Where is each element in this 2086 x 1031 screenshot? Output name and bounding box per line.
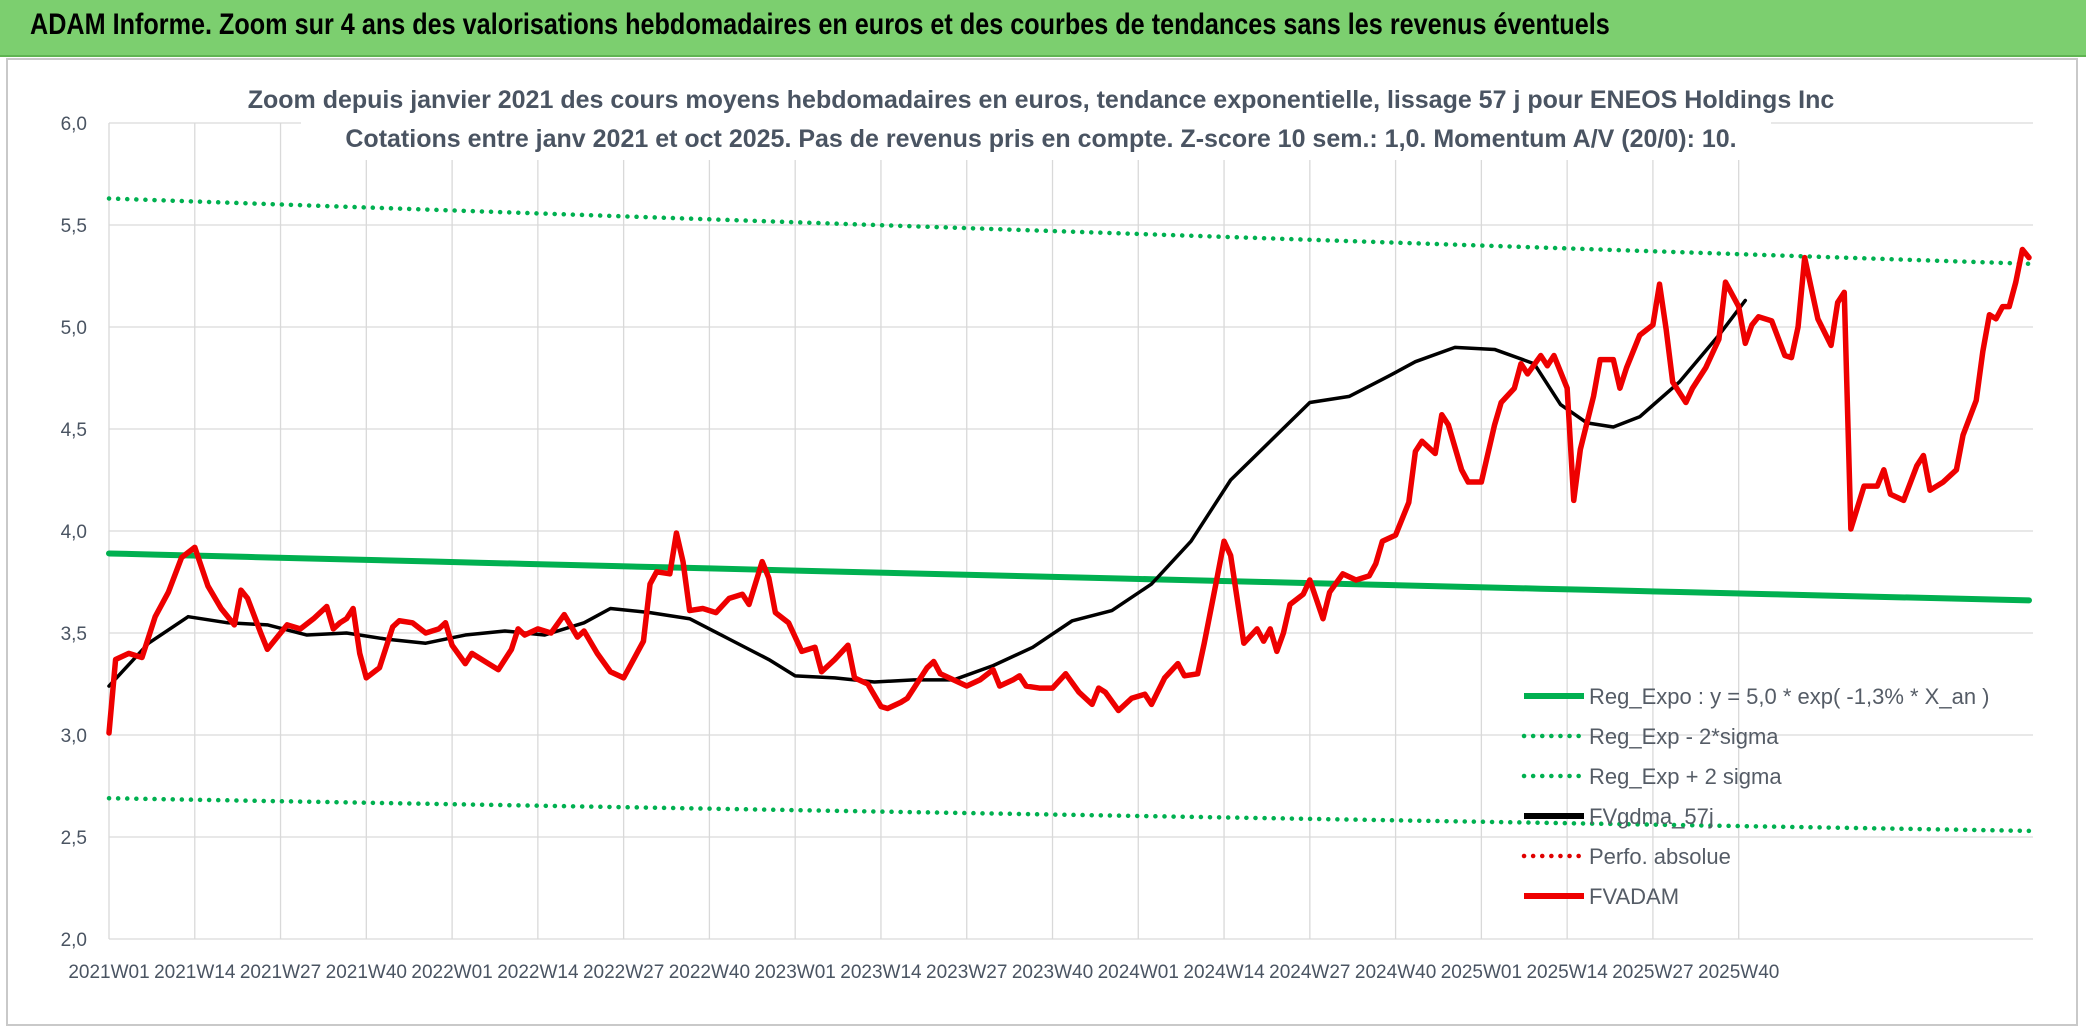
y-tick-label: 5,5 xyxy=(61,216,87,237)
x-tick-label: 2024W01 xyxy=(1098,962,1179,983)
x-tick-label: 2021W14 xyxy=(154,962,236,983)
y-tick-label: 4,5 xyxy=(61,420,87,441)
series-reg-expo-y-5-0-exp-1-3-x-an xyxy=(106,550,2032,604)
chart-frame: 2,0 2,5 3,0 3,5 4,0 4,5 5,0 5,5 6,0 2021W01 2021W… xyxy=(6,58,2078,1026)
x-tick-label: 2023W14 xyxy=(840,962,922,983)
x-tick-label: 2022W40 xyxy=(669,962,750,983)
x-tick-label: 2023W01 xyxy=(755,962,836,983)
legend-label: FVgdma_57j xyxy=(1589,804,1714,829)
x-axis-ticks: 2021W01 2021W14 2021W27 2021W40 2022W01 2022W… xyxy=(68,962,1779,983)
y-tick-label: 2,0 xyxy=(61,930,87,951)
legend-label: Reg_Exp - 2*sigma xyxy=(1589,724,1779,749)
report-banner: ADAM Informe. Zoom sur 4 ans des valoris… xyxy=(0,0,2086,57)
legend-label: Perfo. absolue xyxy=(1589,844,1731,869)
x-tick-label: 2023W27 xyxy=(926,962,1007,983)
x-tick-label: 2025W27 xyxy=(1612,962,1693,983)
x-tick-label: 2025W14 xyxy=(1526,962,1608,983)
x-tick-label: 2022W01 xyxy=(411,962,492,983)
x-tick-label: 2024W14 xyxy=(1183,962,1265,983)
series-layer xyxy=(106,196,2032,834)
y-tick-label: 4,0 xyxy=(61,522,87,543)
legend-label: FVADAM xyxy=(1589,884,1679,909)
y-tick-label: 5,0 xyxy=(61,318,87,339)
series-reg-exp-2-sigma xyxy=(106,795,2032,834)
y-tick-label: 6,0 xyxy=(61,114,87,135)
series-fvadam xyxy=(106,246,2032,736)
x-tick-label: 2025W40 xyxy=(1698,962,1779,983)
x-tick-label: 2022W14 xyxy=(497,962,579,983)
x-tick-label: 2021W27 xyxy=(240,962,321,983)
x-tick-label: 2025W01 xyxy=(1441,962,1522,983)
y-tick-label: 3,0 xyxy=(61,726,87,747)
series-reg-exp-2-sigma xyxy=(106,196,2032,267)
report-title: ADAM Informe. Zoom sur 4 ans des valoris… xyxy=(30,8,1610,41)
line-chart: 2,02,53,03,54,04,55,05,56,0 2021W01 2021W… xyxy=(61,62,2033,983)
title-background xyxy=(301,62,1771,160)
chart-title: Zoom depuis janvier 2021 des cours moyen… xyxy=(248,86,1835,114)
x-tick-label: 2024W40 xyxy=(1355,962,1436,983)
y-tick-label: 3,5 xyxy=(61,624,87,645)
legend-label: Reg_Exp + 2 sigma xyxy=(1589,764,1782,789)
x-tick-label: 2024W27 xyxy=(1269,962,1350,983)
y-tick-label: 2,5 xyxy=(61,828,87,849)
x-tick-label: 2023W40 xyxy=(1012,962,1093,983)
legend-label: Reg_Expo : y = 5,0 * exp( -1,3% * X_an ) xyxy=(1589,684,1990,709)
legend: Reg_Expo : y = 5,0 * exp( -1,3% * X_an )… xyxy=(1521,684,1990,909)
grid xyxy=(108,122,2033,940)
x-tick-label: 2022W27 xyxy=(583,962,664,983)
y-axis-ticks: 2,0 2,5 3,0 3,5 4,0 4,5 5,0 5,5 6,0 xyxy=(61,114,87,951)
chart-subtitle: Cotations entre janv 2021 et oct 2025. P… xyxy=(345,125,1736,153)
x-tick-label: 2021W40 xyxy=(326,962,407,983)
x-tick-label: 2021W01 xyxy=(68,962,149,983)
